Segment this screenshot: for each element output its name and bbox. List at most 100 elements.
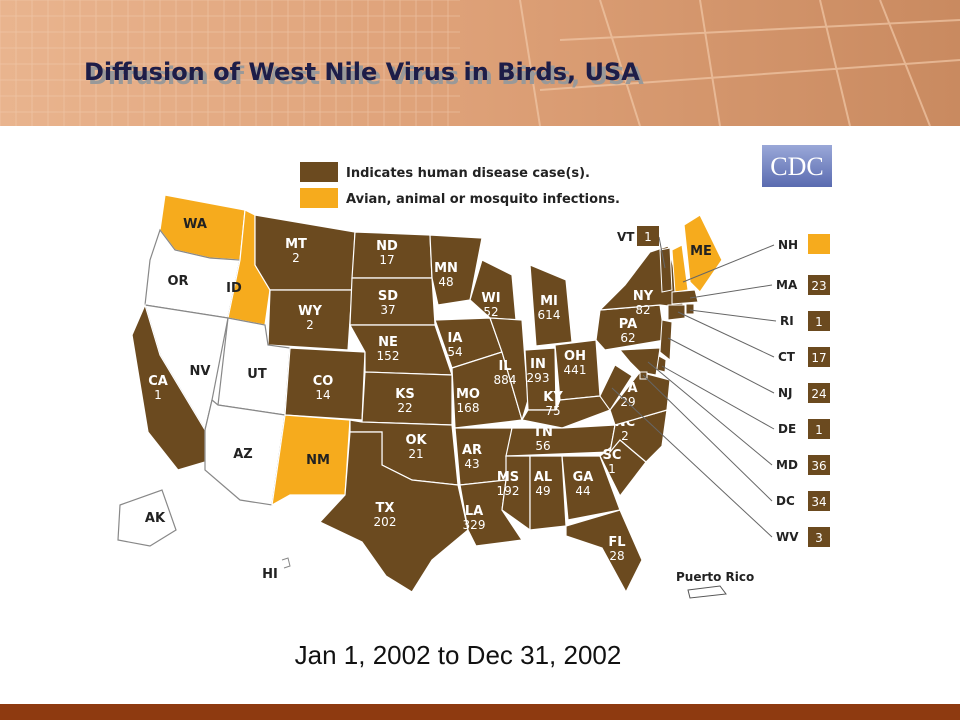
state-shape <box>599 364 633 411</box>
state-cases: 192 <box>497 484 520 498</box>
state-label: SD <box>378 289 398 304</box>
state-label: AK <box>145 511 166 526</box>
state-shape <box>685 303 695 315</box>
callout-cases: 23 <box>811 279 826 293</box>
callout-box <box>808 527 830 547</box>
state-shape <box>671 289 699 305</box>
state-cases: 17 <box>379 253 394 267</box>
state-cases: 293 <box>527 371 550 385</box>
callout-box <box>808 383 830 403</box>
puerto-rico-shape <box>687 585 727 599</box>
state-cases: 168 <box>457 401 480 415</box>
callout-label: DC <box>776 494 795 508</box>
state-cases: 48 <box>438 275 453 289</box>
callout-line <box>689 284 773 299</box>
state-cases: 2 <box>621 429 629 443</box>
callout-line <box>661 365 775 430</box>
state-shape <box>117 489 177 547</box>
state-label: OR <box>167 274 188 289</box>
callout-box <box>808 419 830 439</box>
state-shape <box>565 509 643 594</box>
state-label: MS <box>497 470 519 485</box>
state-label: OK <box>405 433 427 448</box>
state-cases: 614 <box>538 308 561 322</box>
state-label: WI <box>481 291 500 306</box>
state-label: TX <box>376 501 395 516</box>
callout-box <box>808 311 830 331</box>
state-label: KY <box>543 390 563 405</box>
state-shape <box>505 424 616 457</box>
logo: CDC <box>770 152 823 181</box>
state-cases: 49 <box>535 484 550 498</box>
callout-box <box>637 226 659 246</box>
state-label: KS <box>395 387 414 402</box>
callout-cases: 3 <box>815 531 823 545</box>
state-label: OH <box>564 349 586 364</box>
state-label: ND <box>376 239 398 254</box>
callout-cases: 1 <box>815 423 823 437</box>
state-cases: 28 <box>609 549 624 563</box>
state-shape <box>521 395 611 429</box>
state-shape <box>429 234 483 306</box>
callout-label: RI <box>780 314 794 328</box>
callout-cases: 34 <box>811 495 826 509</box>
state-shape <box>489 317 529 423</box>
state-shape <box>267 289 353 351</box>
legend-label: Avian, animal or mosquito infections. <box>346 192 620 207</box>
state-cases: 202 <box>374 515 397 529</box>
state-label: LA <box>465 504 483 519</box>
callout-box <box>808 455 830 475</box>
callout-line <box>642 374 773 502</box>
state-cases: 441 <box>564 363 587 377</box>
state-cases: 152 <box>377 349 400 363</box>
state-cases: 2 <box>292 251 300 265</box>
state-shape <box>529 264 573 347</box>
state-shape <box>609 371 671 426</box>
callout-line <box>689 309 777 322</box>
state-label: MI <box>540 294 558 309</box>
footer-band <box>0 704 960 720</box>
callout-cases: 24 <box>811 387 826 401</box>
state-cases: 75 <box>545 404 560 418</box>
state-label: HI <box>262 567 278 582</box>
state-shape <box>501 455 531 532</box>
state-label: CO <box>313 374 334 389</box>
callout-line <box>682 244 775 283</box>
state-cases: 52 <box>483 305 498 319</box>
callout-cases: 1 <box>815 315 823 329</box>
state-label: AL <box>534 470 552 485</box>
state-label: WA <box>183 217 207 232</box>
state-cases: 14 <box>315 388 330 402</box>
state-label: NV <box>190 364 211 379</box>
state-label: AZ <box>233 447 253 462</box>
state-cases: 43 <box>464 457 479 471</box>
state-label: IN <box>530 357 546 372</box>
legend-swatch <box>300 162 338 182</box>
callout-label: VT <box>617 230 635 244</box>
state-cases: 54 <box>447 345 462 359</box>
state-label: TN <box>533 425 553 440</box>
logo-box <box>762 145 832 187</box>
state-shape <box>671 244 689 293</box>
state-cases: 37 <box>380 303 395 317</box>
callout-cases: 17 <box>811 351 826 365</box>
callout-line <box>647 361 773 466</box>
legend-label: Indicates human disease case(s). <box>346 166 590 181</box>
callout-box <box>808 347 830 367</box>
state-label: MT <box>285 237 307 252</box>
state-shape <box>618 347 661 376</box>
state-label: NY <box>633 289 654 304</box>
state-label: FL <box>608 535 625 550</box>
callout-box <box>808 275 830 295</box>
state-cases: 884 <box>494 373 517 387</box>
state-cases: 22 <box>397 401 412 415</box>
state-label: NM <box>306 453 330 468</box>
state-cases: 1 <box>154 388 162 402</box>
state-cases: 29 <box>620 395 635 409</box>
state-label: IL <box>498 359 511 374</box>
callout-label: NH <box>778 238 798 252</box>
callout-label: MD <box>776 458 798 472</box>
date-range: Jan 1, 2002 to Dec 31, 2002 <box>295 640 622 670</box>
